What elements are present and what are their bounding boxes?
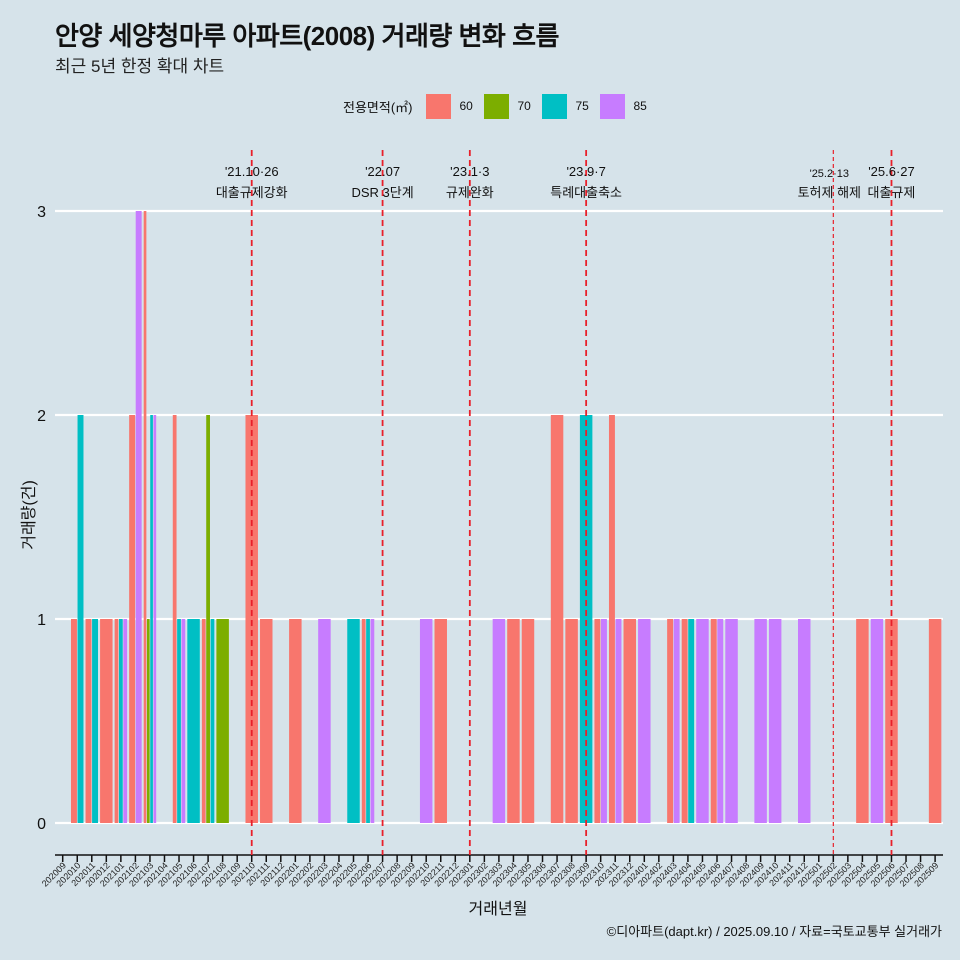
- bar-60-202010: [70, 619, 77, 823]
- bar-60-202307: [550, 415, 564, 823]
- bar-60-202011: [85, 619, 92, 823]
- bar-60-202012: [100, 619, 113, 823]
- bar-85-202103: [153, 415, 157, 823]
- legend-swatch-60: [425, 93, 451, 119]
- bar-60-202311: [608, 415, 615, 823]
- event-date-label: '22.07: [365, 164, 400, 179]
- bar-60-202103: [143, 211, 147, 823]
- legend-label-85: 85: [633, 99, 647, 113]
- bar-75-202105: [177, 619, 181, 823]
- legend-label-75: 75: [575, 99, 589, 113]
- y-tick-label: 2: [37, 408, 46, 425]
- event-label: 규제완화: [446, 185, 494, 200]
- bar-85-202102: [135, 211, 142, 823]
- bar-85-202401: [638, 619, 651, 823]
- bar-75-202106: [187, 619, 200, 823]
- bar-85-202409: [754, 619, 767, 823]
- bar-75-202404: [688, 619, 695, 823]
- bar-85-202210: [419, 619, 433, 823]
- bar-85-202311: [615, 619, 622, 823]
- event-date-label: '25.6·27: [868, 164, 915, 179]
- event-date-label: '25.2·13: [810, 168, 849, 180]
- legend-swatch-75: [541, 93, 567, 119]
- event-label: 특례대출축소: [550, 185, 622, 200]
- bar-60-202102: [129, 415, 136, 823]
- bar-60-202201: [289, 619, 302, 823]
- footer-credit: ©디아파트(dapt.kr) / 2025.09.10 / 자료=국토교통부 실…: [606, 924, 942, 939]
- bar-85-202410: [768, 619, 782, 823]
- event-label: 대출규제강화: [216, 185, 288, 200]
- bar-85-202412: [797, 619, 811, 823]
- event-label: 토허제 해제: [798, 185, 861, 200]
- bar-75-202101: [118, 619, 123, 823]
- bar-85-202303: [492, 619, 506, 823]
- bar-70-202103: [146, 619, 150, 823]
- legend-label-60: 60: [459, 99, 473, 113]
- bar-70-202107: [206, 415, 210, 823]
- bar-60-202406: [710, 619, 717, 823]
- chart-subtitle: 최근 5년 한정 확대 차트: [55, 57, 225, 76]
- bar-75-202107: [210, 619, 215, 823]
- bar-85-202105: [181, 619, 186, 823]
- bar-70-202108: [216, 619, 229, 823]
- bar-60-202105: [172, 415, 177, 823]
- event-date-label: '21.10·26: [225, 164, 279, 179]
- y-tick-label: 0: [37, 816, 46, 833]
- legend-label-70: 70: [517, 99, 531, 113]
- legend-swatch-85: [599, 93, 625, 119]
- bar-60-202304: [507, 619, 520, 823]
- bar-60-202101: [114, 619, 119, 823]
- bar-75-202011: [92, 619, 99, 823]
- bar-60-202404: [681, 619, 688, 823]
- y-axis-title: 거래량(건): [20, 480, 38, 550]
- bar-85-202407: [725, 619, 738, 823]
- bar-85-202406: [717, 619, 724, 823]
- x-axis-title: 거래년월: [469, 900, 528, 918]
- bar-60-202211: [434, 619, 447, 823]
- bar-60-202206: [361, 619, 366, 823]
- bar-85-202310: [600, 619, 607, 823]
- bar-75-202205: [347, 619, 360, 823]
- bar-60-202308: [565, 619, 578, 823]
- legend: 전용면적(㎡) 60 70 75 85: [343, 93, 658, 119]
- bar-85-202203: [318, 619, 331, 823]
- bar-75-202309: [579, 415, 593, 823]
- y-tick-label: 1: [37, 612, 46, 629]
- bar-85-202101: [123, 619, 128, 823]
- legend-swatch-70: [483, 93, 509, 119]
- bar-60-202110: [245, 415, 258, 823]
- bar-85-202405: [696, 619, 709, 823]
- bar-60-202107: [201, 619, 206, 823]
- bar-85-202206: [370, 619, 375, 823]
- bar-60-202504: [856, 619, 869, 823]
- bar-85-202505: [870, 619, 884, 823]
- bar-75-202103: [150, 415, 153, 823]
- bar-60-202312: [623, 619, 637, 823]
- bar-75-202010: [77, 415, 84, 823]
- bar-60-202111: [260, 619, 273, 823]
- bar-60-202403: [667, 619, 674, 823]
- bar-85-202403: [673, 619, 680, 823]
- event-date-label: '23.1·3: [450, 164, 489, 179]
- bar-60-202509: [928, 619, 942, 823]
- legend-title: 전용면적(㎡): [343, 99, 413, 115]
- event-label: 대출규제: [868, 185, 916, 200]
- bar-60-202310: [594, 619, 601, 823]
- event-date-label: '23.9·7: [566, 164, 605, 179]
- y-tick-label: 3: [37, 204, 46, 221]
- bar-60-202305: [521, 619, 535, 823]
- bar-75-202206: [366, 619, 370, 823]
- event-label: DSR 3단계: [351, 185, 413, 200]
- chart-title: 안양 세양청마루 아파트(2008) 거래량 변화 흐름: [55, 21, 559, 51]
